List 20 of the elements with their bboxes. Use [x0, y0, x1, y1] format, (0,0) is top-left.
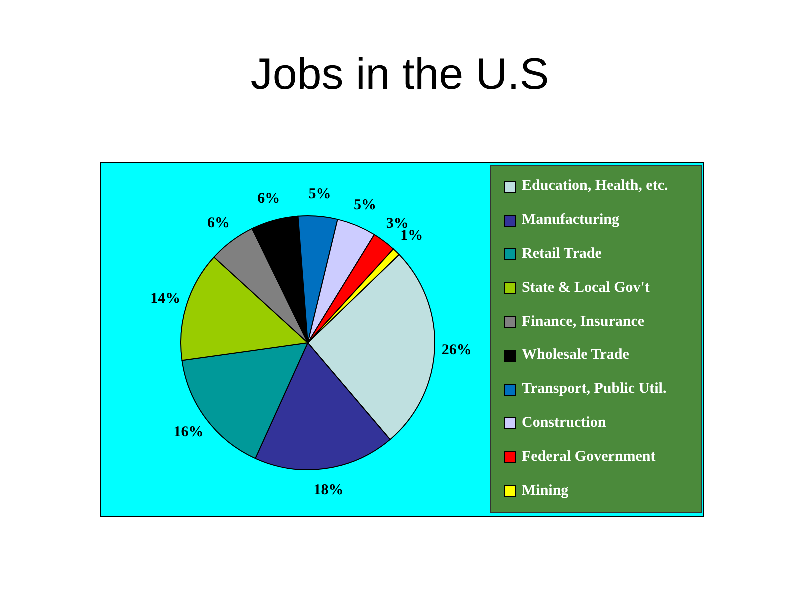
legend-label: Retail Trade — [522, 246, 602, 263]
data-label: 6% — [207, 216, 230, 232]
legend-label: State & Local Gov't — [522, 280, 650, 297]
legend-label: Federal Government — [522, 448, 656, 466]
legend-label: Transport, Public Util. — [522, 381, 667, 398]
data-label: 26% — [442, 342, 472, 358]
data-label: 5% — [354, 197, 377, 214]
legend-label: Wholesale Trade — [522, 347, 630, 364]
legend-label: Mining — [522, 482, 569, 500]
chart-title: Jobs in the U.S — [250, 50, 550, 100]
data-label: 5% — [308, 186, 332, 202]
legend-label: Construction — [522, 414, 606, 432]
data-label: 1% — [400, 228, 424, 244]
data-label: 18% — [314, 482, 344, 499]
data-label: 14% — [150, 290, 181, 307]
legend-label: Education, Health, etc. — [522, 178, 668, 196]
data-label: 16% — [174, 424, 204, 440]
data-label: 6% — [258, 191, 280, 208]
legend-label: Finance, Insurance — [522, 314, 645, 331]
legend-label: Manufacturing — [522, 212, 620, 230]
